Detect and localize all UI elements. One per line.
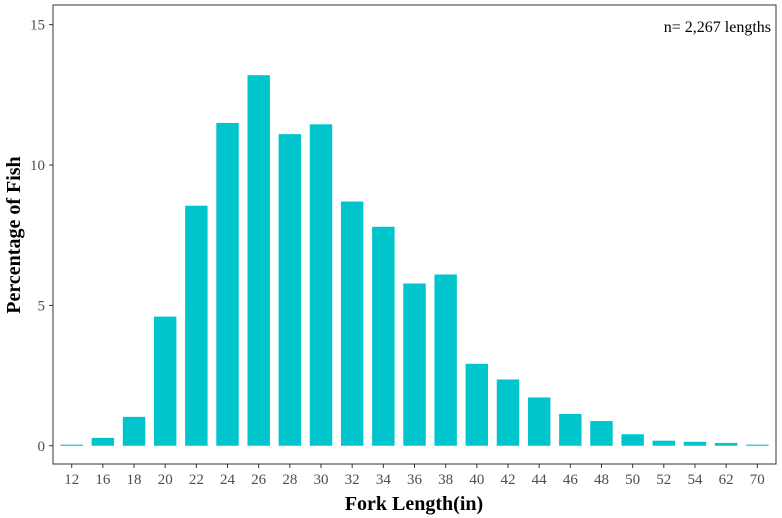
- bar-50: [621, 434, 644, 446]
- bar-70: [746, 444, 769, 446]
- annotation-sample-size: n= 2,267 lengths: [664, 19, 771, 36]
- bar-44: [527, 397, 551, 446]
- bar-16: [91, 437, 115, 446]
- bar-54: [683, 441, 707, 446]
- y-axis-ticks: 0 5 10 15: [30, 18, 53, 455]
- x-tick-label-48: 48: [594, 472, 609, 488]
- bars: [60, 75, 769, 446]
- x-tick-label-36: 36: [407, 472, 423, 488]
- x-axis-ticks: 12 16 18 20 22 24 26 28 30 32 34 36 38 40 42 44 46 48 50 52…: [64, 464, 765, 488]
- x-tick-label-50: 50: [625, 472, 640, 488]
- x-tick-label-70: 70: [750, 472, 765, 488]
- y-tick-label-5: 5: [38, 298, 46, 314]
- bar-52: [652, 440, 676, 446]
- x-tick-label-18: 18: [127, 472, 142, 488]
- bar-48: [590, 421, 613, 446]
- x-tick-label-30: 30: [314, 472, 329, 488]
- x-tick-label-12: 12: [64, 472, 79, 488]
- bar-12: [60, 444, 83, 446]
- x-tick-label-46: 46: [563, 472, 579, 488]
- x-tick-label-34: 34: [376, 472, 392, 488]
- x-tick-label-22: 22: [189, 472, 204, 488]
- x-tick-label-52: 52: [656, 472, 671, 488]
- x-tick-label-20: 20: [158, 472, 173, 488]
- bar-38: [434, 274, 457, 446]
- bar-32: [340, 201, 364, 446]
- bar-18: [122, 416, 146, 446]
- bar-42: [496, 379, 520, 446]
- y-tick-label-15: 15: [30, 18, 45, 34]
- x-tick-label-26: 26: [251, 472, 267, 488]
- y-axis-title: Percentage of Fish: [3, 156, 25, 313]
- y-tick-label-10: 10: [30, 158, 45, 174]
- bar-30: [309, 124, 333, 446]
- bar-26: [247, 75, 270, 446]
- x-tick-label-40: 40: [469, 472, 484, 488]
- x-tick-label-24: 24: [220, 472, 236, 488]
- x-tick-label-62: 62: [719, 472, 734, 488]
- bar-40: [465, 363, 489, 446]
- x-tick-label-54: 54: [687, 472, 703, 488]
- bar-62: [714, 442, 738, 446]
- x-tick-label-42: 42: [500, 472, 515, 488]
- x-tick-label-28: 28: [282, 472, 297, 488]
- bar-22: [185, 205, 208, 446]
- bar-46: [559, 414, 582, 446]
- x-tick-label-38: 38: [438, 472, 453, 488]
- y-tick-label-0: 0: [38, 439, 46, 455]
- x-tick-label-32: 32: [345, 472, 360, 488]
- x-axis-title: Fork Length(in): [345, 493, 483, 515]
- x-tick-label-16: 16: [95, 472, 111, 488]
- bar-24: [216, 122, 239, 446]
- x-tick-label-44: 44: [532, 472, 548, 488]
- bar-36: [403, 283, 426, 446]
- bar-28: [278, 134, 302, 446]
- bar-20: [153, 316, 177, 446]
- bar-34: [372, 226, 395, 446]
